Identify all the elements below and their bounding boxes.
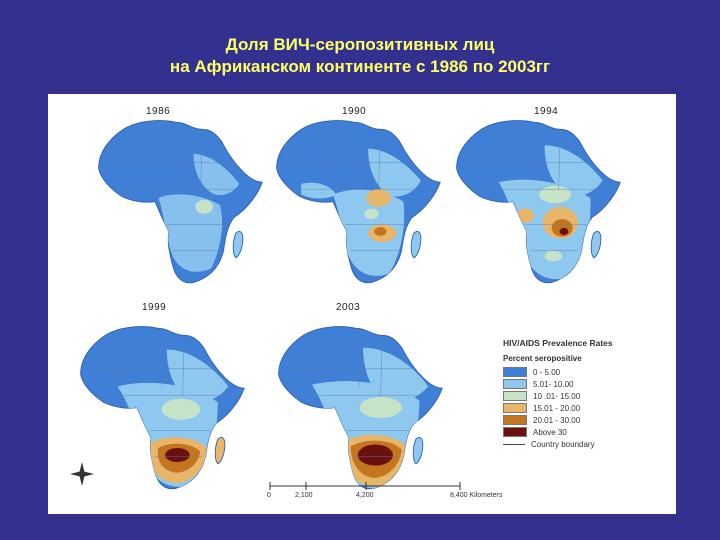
legend: HIV/AIDS Prevalence Rates Percent seropo… xyxy=(503,338,673,450)
legend-swatch xyxy=(503,367,527,377)
title-line-2: на Африканском континенте с 1986 по 2003… xyxy=(169,57,551,76)
legend-item: 10 .01- 15.00 xyxy=(503,390,673,402)
legend-item: 20.01 - 30.00 xyxy=(503,414,673,426)
map-year-label: 1999 xyxy=(142,302,167,313)
legend-item: 15.01 - 20.00 xyxy=(503,402,673,414)
map-year-label: 1990 xyxy=(342,106,367,117)
scale-label: 4,200 xyxy=(356,492,374,499)
legend-label: Above 30 xyxy=(533,427,567,437)
legend-swatch xyxy=(503,391,527,401)
map-1994 xyxy=(456,120,621,284)
legend-subtitle: Percent seropositive xyxy=(503,354,582,363)
map-year-label: 2003 xyxy=(336,302,361,313)
legend-item: 0 - 5.00 xyxy=(503,366,673,378)
slide-title: Доля ВИЧ-серопозитивных лиц на Африканск… xyxy=(0,34,720,78)
map-year-label: 1994 xyxy=(534,106,559,117)
legend-boundary-line xyxy=(503,443,525,445)
scale-label: 8,400 Kilometers xyxy=(450,492,503,499)
scale-label: 2,100 xyxy=(295,492,313,499)
legend-label: 5.01- 10.00 xyxy=(533,379,574,389)
legend-label: 15.01 - 20.00 xyxy=(533,403,581,413)
map-1999 xyxy=(80,326,245,490)
maps-panel: 1986 1990 1994 1999 2003 HIV/AIDS Preval… xyxy=(48,94,676,514)
scale-bar xyxy=(269,482,461,490)
legend-swatch xyxy=(503,379,527,389)
title-line-1: Доля ВИЧ-серопозитивных лиц xyxy=(225,35,495,54)
legend-label: 20.01 - 30.00 xyxy=(533,415,581,425)
map-1986 xyxy=(98,120,263,284)
legend-label: 0 - 5.00 xyxy=(533,367,561,377)
legend-item: 5.01- 10.00 xyxy=(503,378,673,390)
legend-swatch xyxy=(503,403,527,413)
compass-icon xyxy=(70,462,94,486)
map-2003 xyxy=(278,326,443,490)
legend-swatch xyxy=(503,427,527,437)
legend-item: Above 30 xyxy=(503,426,673,438)
legend-swatch xyxy=(503,415,527,425)
legend-label: 10 .01- 15.00 xyxy=(533,391,581,401)
scale-label: 0 xyxy=(267,492,271,499)
legend-label: Country boundary xyxy=(531,439,595,449)
maps-svg xyxy=(70,120,621,490)
legend-title: HIV/AIDS Prevalence Rates xyxy=(503,338,613,348)
legend-item: Country boundary xyxy=(503,438,673,450)
map-year-label: 1986 xyxy=(146,106,171,117)
map-1990 xyxy=(276,120,441,284)
